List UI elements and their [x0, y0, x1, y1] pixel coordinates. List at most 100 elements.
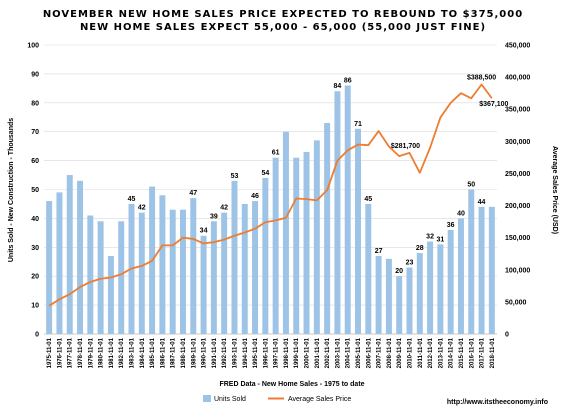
- bar-label-2014-11-01: 36: [447, 222, 455, 229]
- bar-1979-11-01: [87, 215, 94, 334]
- bar-1988-11-01: [180, 209, 186, 334]
- bar-2013-11-01: [437, 244, 444, 334]
- x-tick-label: 2007-11-01: [377, 337, 383, 368]
- bar-label-2004-11-01: 86: [344, 77, 352, 84]
- bar-label-2010-11-01: 23: [406, 260, 414, 267]
- bar-2011-11-01: [416, 253, 423, 334]
- bar-label-1997-11-01: 61: [272, 150, 280, 157]
- x-tick-label: 2004-11-01: [346, 337, 352, 368]
- x-tick-label: 2008-11-01: [387, 337, 393, 368]
- x-tick-label: 2015-11-01: [459, 337, 465, 368]
- x-tick-label: 1987-11-01: [171, 337, 177, 368]
- bar-2008-11-01: [385, 258, 392, 334]
- x-tick-label: 1999-11-01: [294, 337, 300, 368]
- source-watermark: http://www.itstheeconomy.info: [447, 399, 548, 406]
- bar-label-2005-11-01: 71: [354, 121, 362, 128]
- bar-2014-11-01: [447, 229, 454, 334]
- price-annotation: $388,500: [467, 74, 496, 81]
- bar-1991-11-01: [210, 221, 217, 334]
- bar-1975-11-01: [46, 201, 53, 334]
- right-tick-label: 0: [505, 332, 509, 339]
- right-tick-label: 250,000: [505, 171, 530, 178]
- bar-2009-11-01: [396, 276, 403, 334]
- bar-label-1995-11-01: 46: [251, 193, 259, 200]
- left-tick-label: 50: [31, 187, 39, 194]
- right-tick-label: 50,000: [505, 299, 527, 306]
- x-tick-label: 1998-11-01: [284, 337, 290, 368]
- x-tick-label: 1981-11-01: [109, 337, 115, 368]
- chart-subtitle: NEW HOME SALES EXPECT 55,000 - 65,000 (5…: [79, 22, 487, 33]
- average-price-series: [48, 83, 493, 307]
- bar-1990-11-01: [200, 235, 207, 334]
- bar-label-2009-11-01: 20: [395, 268, 403, 275]
- bar-2000-11-01: [303, 151, 310, 334]
- bar-1989-11-01: [190, 198, 197, 334]
- left-tick-label: 30: [31, 245, 39, 252]
- x-tick-label: 2001-11-01: [315, 337, 321, 368]
- x-tick-label: 1979-11-01: [88, 337, 94, 368]
- x-tick-label: 1997-11-01: [274, 337, 280, 368]
- x-tick-label: 1986-11-01: [160, 337, 166, 368]
- x-tick-label: 1983-11-01: [130, 337, 136, 368]
- bar-2012-11-01: [427, 241, 434, 334]
- right-axis-label: Average Sales Price (USD): [551, 146, 558, 234]
- average-price-line: [48, 83, 493, 307]
- x-tick-label: 1985-11-01: [150, 337, 156, 368]
- left-tick-label: 40: [31, 216, 39, 223]
- price-annotation: $281,700: [391, 143, 420, 150]
- bar-1993-11-01: [231, 180, 238, 334]
- bar-label-1996-11-01: 54: [261, 170, 269, 177]
- x-tick-label: 1976-11-01: [57, 337, 63, 368]
- legend-label-average-price: Average Sales Price: [288, 396, 351, 403]
- left-tick-label: 20: [31, 274, 39, 281]
- left-tick-label: 70: [31, 129, 39, 136]
- x-tick-label: 2016-11-01: [469, 337, 475, 368]
- x-tick-label: 2011-11-01: [418, 337, 424, 368]
- right-tick-label: 400,000: [505, 75, 530, 82]
- bar-label-2017-11-01: 44: [478, 199, 486, 206]
- chart-title: NOVEMBER NEW HOME SALES PRICE EXPECTED T…: [42, 9, 524, 20]
- bar-1992-11-01: [221, 212, 228, 334]
- x-tick-label: 1991-11-01: [212, 337, 218, 368]
- x-tick-label: 2012-11-01: [428, 337, 434, 368]
- x-tick-label: 2000-11-01: [305, 337, 311, 368]
- bar-label-1983-11-01: 45: [128, 196, 136, 203]
- x-tick-label: 1984-11-01: [140, 337, 146, 368]
- bar-label-2015-11-01: 40: [457, 210, 465, 217]
- bar-label-1992-11-01: 42: [220, 205, 228, 212]
- legend-swatch-units-sold: [203, 395, 211, 402]
- bar-2003-11-01: [334, 91, 341, 335]
- units-sold-bars: [46, 85, 495, 335]
- x-tick-label: 1975-11-01: [47, 337, 53, 368]
- x-tick-label: 1980-11-01: [99, 337, 105, 368]
- left-tick-label: 100: [27, 43, 39, 50]
- bar-1976-11-01: [56, 192, 63, 334]
- x-tick-label: 2018-11-01: [490, 337, 496, 368]
- left-axis-ticks: 0 10 20 30 40 50 60 70 80 90 100: [27, 43, 39, 339]
- x-tick-label: 1982-11-01: [119, 337, 125, 368]
- right-tick-label: 350,000: [505, 107, 530, 114]
- bar-1986-11-01: [159, 195, 166, 334]
- price-annotations: $388,500 $367,100 $281,700: [391, 74, 509, 150]
- x-tick-label: 2002-11-01: [325, 337, 331, 368]
- bar-label-1989-11-01: 47: [189, 190, 197, 197]
- bar-label-2011-11-01: 28: [416, 245, 424, 252]
- bar-label-1993-11-01: 53: [231, 173, 239, 180]
- bar-1999-11-01: [293, 157, 300, 334]
- x-tick-label: 1995-11-01: [253, 337, 259, 368]
- left-tick-label: 0: [35, 332, 39, 339]
- bar-1987-11-01: [169, 209, 176, 334]
- right-tick-label: 100,000: [505, 267, 530, 274]
- bar-1984-11-01: [138, 212, 145, 334]
- x-tick-label: 1993-11-01: [232, 337, 238, 368]
- x-tick-label: 1978-11-01: [78, 337, 84, 368]
- bar-2004-11-01: [344, 85, 351, 335]
- right-tick-label: 450,000: [505, 43, 530, 50]
- bar-label-2013-11-01: 31: [436, 236, 444, 243]
- x-tick-label: 2005-11-01: [356, 337, 362, 368]
- x-tick-label: 2013-11-01: [438, 337, 444, 368]
- x-tick-label: 1989-11-01: [191, 337, 197, 368]
- bar-label-2007-11-01: 27: [375, 248, 383, 255]
- x-tick-label: 2010-11-01: [407, 337, 413, 368]
